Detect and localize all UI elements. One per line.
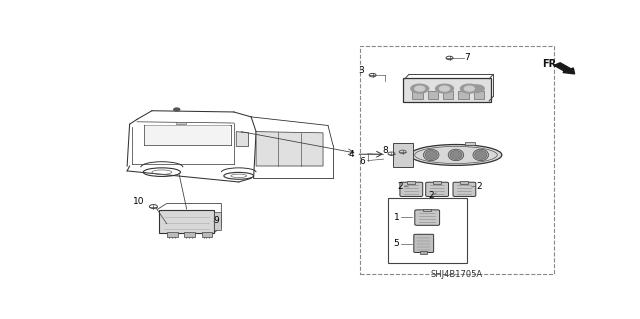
Text: 8: 8 — [383, 145, 388, 154]
Bar — [420, 251, 428, 254]
Polygon shape — [236, 132, 249, 146]
Bar — [408, 181, 415, 184]
Text: 7: 7 — [465, 53, 470, 63]
Text: FR.: FR. — [542, 59, 560, 69]
Ellipse shape — [473, 149, 488, 161]
Bar — [388, 198, 467, 263]
Circle shape — [460, 84, 478, 93]
Bar — [465, 142, 475, 145]
Bar — [214, 212, 221, 231]
Text: 5: 5 — [394, 239, 399, 249]
Text: 2: 2 — [428, 191, 434, 200]
FancyBboxPatch shape — [400, 182, 423, 197]
Ellipse shape — [475, 151, 486, 159]
Bar — [443, 91, 454, 99]
FancyBboxPatch shape — [426, 182, 449, 197]
Ellipse shape — [424, 149, 439, 161]
Bar — [412, 91, 423, 99]
Text: 3: 3 — [358, 66, 364, 75]
FancyArrow shape — [554, 63, 575, 74]
Text: 1: 1 — [394, 212, 399, 222]
Circle shape — [436, 84, 454, 93]
Bar — [159, 210, 214, 233]
Text: 2: 2 — [477, 182, 483, 191]
FancyBboxPatch shape — [403, 78, 491, 102]
Bar — [176, 122, 186, 124]
Polygon shape — [256, 132, 323, 166]
Text: 2: 2 — [397, 182, 403, 191]
Bar — [360, 46, 554, 274]
FancyBboxPatch shape — [453, 182, 476, 197]
Text: SHJ4B1705A: SHJ4B1705A — [431, 270, 483, 278]
FancyBboxPatch shape — [415, 210, 440, 225]
Bar — [145, 125, 230, 145]
Text: 4: 4 — [349, 150, 355, 159]
Bar — [202, 233, 212, 237]
Bar — [458, 91, 469, 99]
Bar — [474, 91, 484, 99]
Circle shape — [465, 86, 474, 91]
Text: 10: 10 — [133, 197, 145, 206]
Bar — [393, 143, 413, 167]
Bar — [460, 181, 468, 184]
Circle shape — [440, 86, 449, 91]
FancyBboxPatch shape — [414, 234, 434, 252]
Circle shape — [469, 85, 484, 92]
Ellipse shape — [448, 149, 464, 161]
Ellipse shape — [450, 151, 462, 159]
Text: 9: 9 — [213, 216, 219, 225]
Bar — [428, 91, 438, 99]
Ellipse shape — [410, 145, 502, 165]
Ellipse shape — [425, 151, 437, 159]
Bar — [423, 209, 431, 211]
Bar — [433, 181, 441, 184]
Circle shape — [415, 86, 425, 91]
Bar — [184, 233, 195, 237]
Circle shape — [173, 108, 180, 111]
Bar — [167, 233, 178, 237]
Text: 6: 6 — [360, 157, 365, 166]
Circle shape — [411, 84, 429, 93]
